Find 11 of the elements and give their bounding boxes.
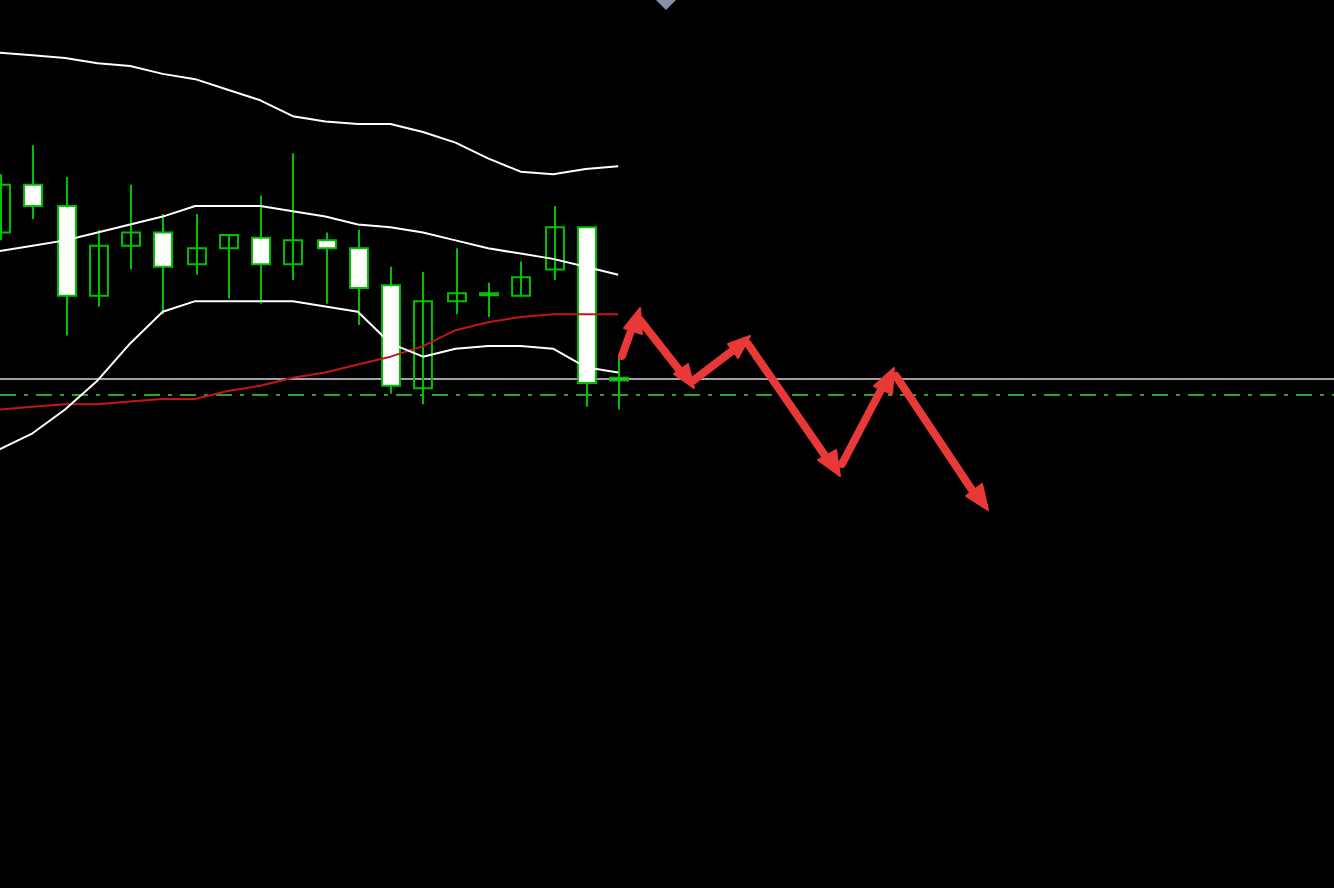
candlestick [609,353,629,411]
candlestick [511,260,531,297]
candlestick [121,183,141,271]
candlestick [479,281,499,319]
candlestick [545,205,565,282]
candlestick [187,212,207,276]
candlestick [89,228,109,308]
candlestick [447,247,467,316]
candlestick [219,234,239,300]
candlestick [283,152,303,282]
candlestick [413,271,433,406]
